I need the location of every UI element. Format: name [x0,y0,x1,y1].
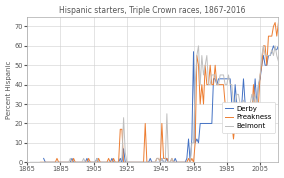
Derby [252,103,255,105]
Belmont [202,74,205,76]
Derby [277,45,280,47]
Belmont [158,161,162,163]
Preakness [273,22,277,24]
Preakness [74,161,77,163]
Line: Derby: Derby [44,46,278,162]
Belmont [29,161,32,163]
Preakness [233,122,237,125]
Belmont [235,93,239,95]
Derby [272,45,275,47]
Derby [157,161,160,163]
Belmont [277,60,280,62]
Preakness [230,122,233,125]
Preakness [55,157,59,159]
Derby [197,142,200,144]
Line: Belmont: Belmont [30,46,278,162]
Belmont [168,161,172,163]
Preakness [112,157,115,159]
Preakness [277,22,280,24]
Derby [167,161,170,163]
Derby [44,161,47,163]
Legend: Derby, Preakness, Belmont: Derby, Preakness, Belmont [222,102,275,133]
Line: Preakness: Preakness [40,23,278,162]
Derby [42,157,45,159]
Preakness [39,161,42,163]
Belmont [110,161,114,163]
Y-axis label: Percent Hispanic: Percent Hispanic [6,60,12,119]
Belmont [127,161,130,163]
Title: Hispanic starters, Triple Crown races, 1867-2016: Hispanic starters, Triple Crown races, 1… [59,6,246,15]
Derby [192,51,195,53]
Preakness [208,64,212,66]
Derby [115,161,119,163]
Belmont [197,45,200,47]
